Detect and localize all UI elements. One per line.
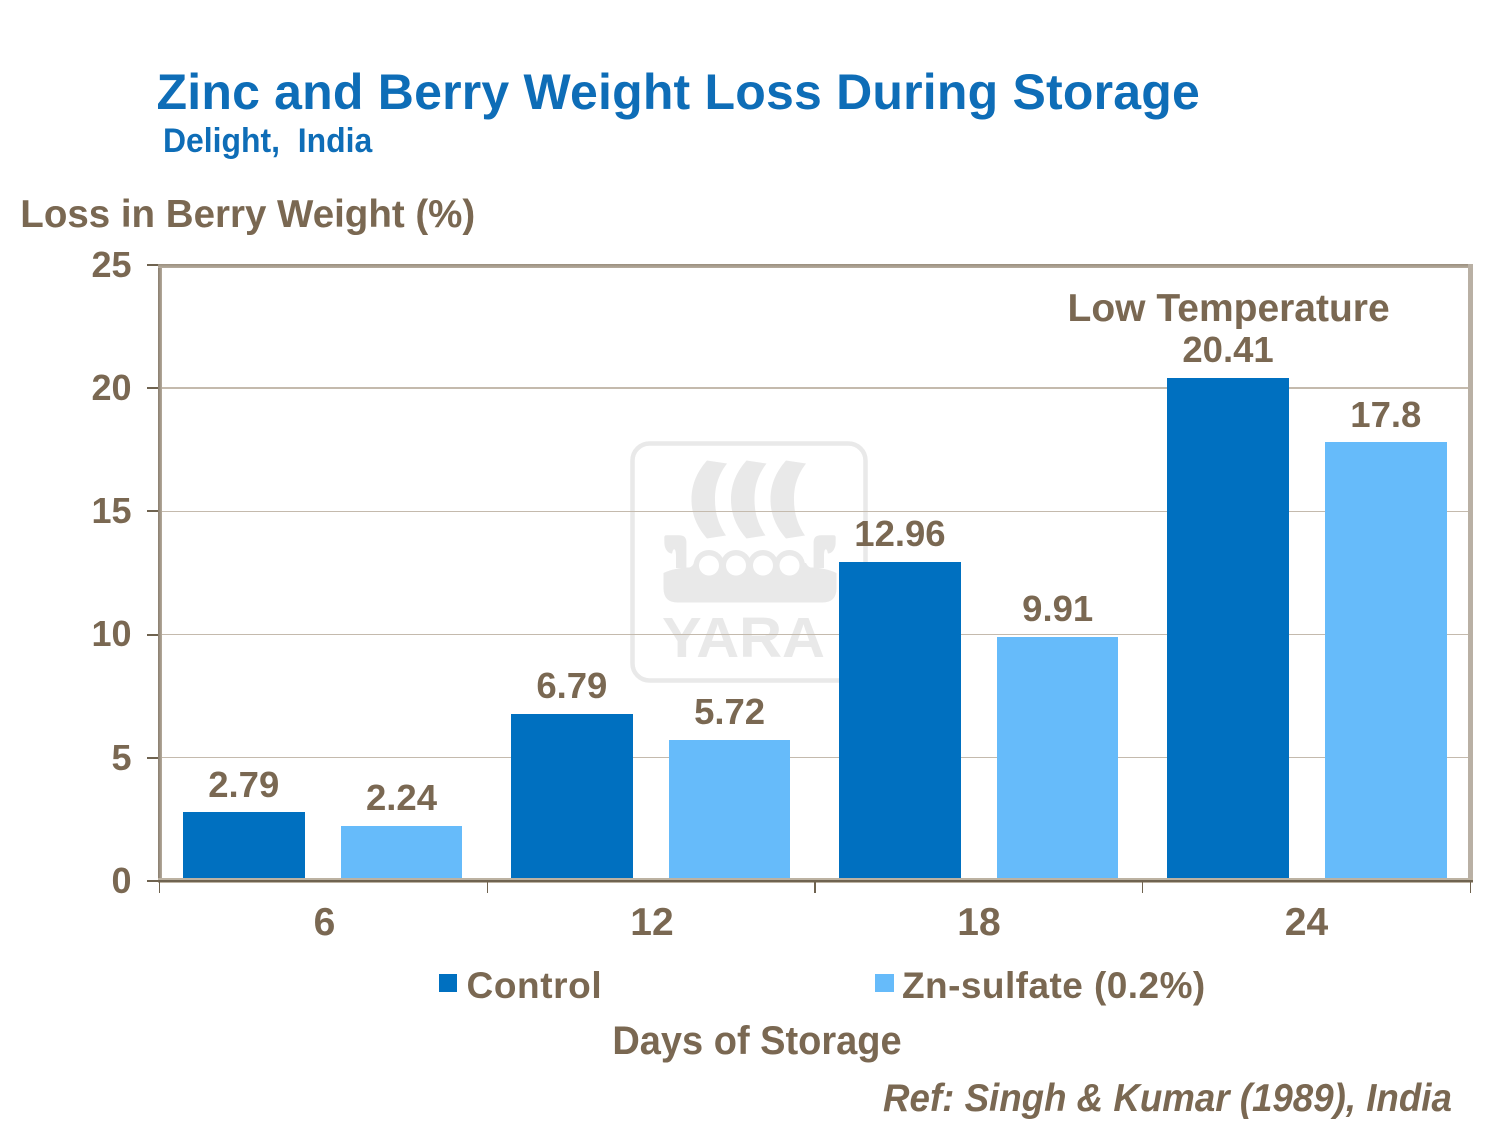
svg-text:YARA: YARA	[662, 606, 825, 670]
